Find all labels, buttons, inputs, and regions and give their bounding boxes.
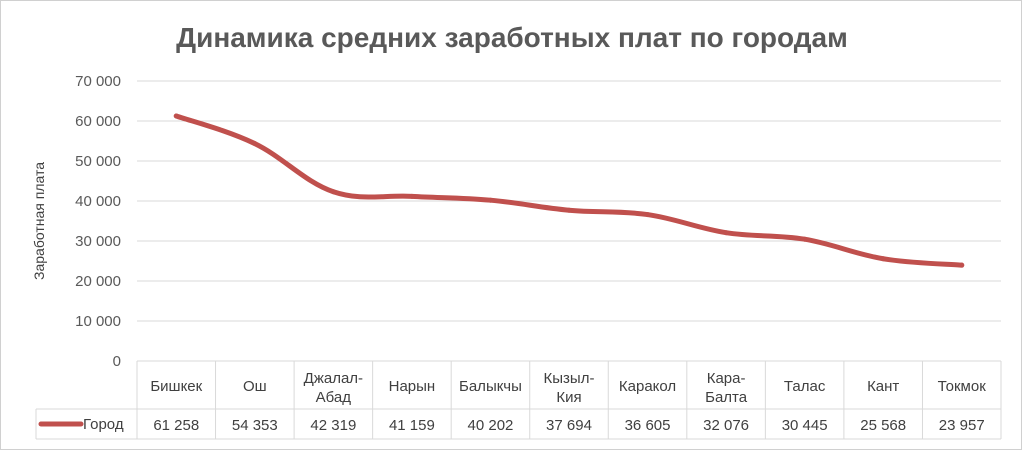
data-point — [330, 189, 336, 195]
data-point — [566, 207, 572, 213]
data-point — [487, 197, 493, 203]
x-category-label: Джалал- — [304, 370, 363, 387]
x-category-label: Бишкек — [150, 378, 202, 395]
data-point — [802, 236, 808, 242]
data-table: Бишкек Ош Джалал- Абад Нарын Балыкчы Кызыл- Кия… — [35, 360, 1002, 440]
series-layer — [173, 113, 965, 268]
chart-title: Динамика средних заработных плат по горо… — [176, 22, 848, 53]
series-line-gorod — [173, 113, 965, 268]
table-value-cell: 42 319 — [310, 417, 356, 434]
x-category-label: Кия — [556, 389, 581, 406]
x-category-label: Кара- — [707, 370, 746, 387]
data-point — [723, 230, 729, 236]
x-category-label: Кант — [867, 378, 899, 395]
data-point — [252, 141, 258, 147]
legend-series-name: Город — [83, 416, 124, 433]
table-value-cell: 37 694 — [546, 417, 592, 434]
x-category-label: Токмок — [938, 378, 987, 395]
x-category-label: Нарын — [389, 378, 436, 395]
x-category-label: Каракол — [619, 378, 676, 395]
y-tick-label: 60 000 — [75, 113, 121, 130]
table-value-cell: 61 258 — [153, 417, 199, 434]
table-value-cell: 32 076 — [703, 417, 749, 434]
y-tick-label: 0 — [113, 353, 121, 370]
grid-lines — [137, 80, 1001, 322]
x-category-label: Ош — [243, 378, 267, 395]
x-category-label: Балта — [705, 389, 748, 406]
y-tick-label: 50 000 — [75, 153, 121, 170]
table-value-cell: 40 202 — [468, 417, 514, 434]
data-point — [645, 212, 651, 218]
y-tick-label: 10 000 — [75, 313, 121, 330]
x-category-label: Кызыл- — [544, 370, 595, 387]
data-point — [409, 193, 415, 199]
table-value-cell: 36 605 — [625, 417, 671, 434]
y-tick-label: 30 000 — [75, 233, 121, 250]
table-value-cell: 25 568 — [860, 417, 906, 434]
x-category-label: Талас — [784, 378, 826, 395]
table-value-cell: 30 445 — [782, 417, 828, 434]
table-value-cell: 54 353 — [232, 417, 278, 434]
y-tick-label: 40 000 — [75, 193, 121, 210]
table-value-cell: 23 957 — [939, 417, 985, 434]
data-point — [173, 113, 179, 119]
data-point — [880, 256, 886, 262]
y-tick-label: 70 000 — [75, 73, 121, 90]
y-tick-labels: 0 10 000 20 000 30 000 40 000 50 000 60 000 70 … — [75, 73, 121, 370]
x-category-label: Балыкчы — [459, 378, 522, 395]
table-value-cell: 41 159 — [389, 417, 435, 434]
y-axis-label: Заработная плата — [31, 162, 47, 280]
y-tick-label: 20 000 — [75, 273, 121, 290]
data-point — [959, 262, 965, 268]
x-category-label: Абад — [316, 389, 352, 406]
